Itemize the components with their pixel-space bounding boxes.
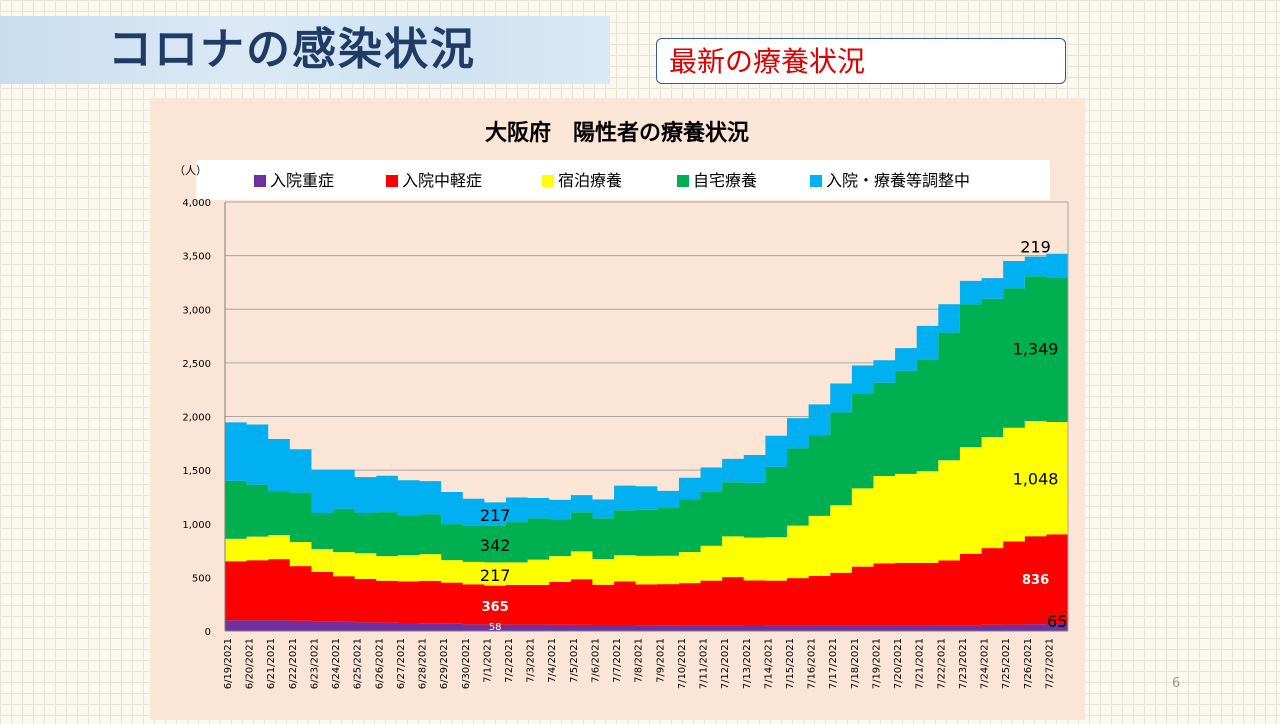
x-tick-label: 6/29/2021 [439,638,450,689]
data-label: 1,349 [1013,340,1059,359]
axes [224,202,1069,632]
x-tick-label: 7/16/2021 [807,638,818,689]
series-area-3 [225,276,1068,563]
chart-panel: 大阪府 陽性者の療養状況 （人） 入院重症 入院中軽症 宿泊療養 自宅療養 入院・療養等… [150,98,1085,720]
data-labels: 58 365 217 342 217 65 836 1,048 1,349 219 [480,238,1067,634]
x-tick-label: 6/19/2021 [223,638,234,689]
y-axis-unit: （人） [174,164,207,177]
x-tick-label: 6/21/2021 [266,638,277,689]
x-tick-label: 7/9/2021 [655,638,666,683]
data-label: 217 [480,566,511,585]
x-tick-label: 7/27/2021 [1044,638,1055,689]
series-area-2 [225,421,1068,586]
x-tick-label: 6/28/2021 [418,638,429,689]
x-tick-label: 7/15/2021 [785,638,796,689]
y-tick-label: 1,000 [182,520,211,531]
legend-label-4: 入院・療養等調整中 [826,171,970,190]
y-tick-labels: 0 500 1,000 1,500 2,000 2,500 3,000 3,500 4,000 [182,198,211,638]
data-label: 342 [480,536,511,555]
series-areas [225,253,1068,631]
data-label: 1,048 [1013,469,1059,488]
legend-label-2: 宿泊療養 [558,171,622,190]
y-tick-label: 3,500 [182,252,211,263]
stacked-area-chart: 大阪府 陽性者の療養状況 （人） 入院重症 入院中軽症 宿泊療養 自宅療養 入院・療養等… [174,120,1069,689]
x-tick-label: 7/22/2021 [936,638,947,689]
legend-label-1: 入院中軽症 [402,171,482,190]
x-tick-label: 6/26/2021 [374,638,385,689]
x-tick-label: 6/25/2021 [353,638,364,689]
x-tick-label: 7/2/2021 [504,638,515,683]
x-tick-label: 7/3/2021 [526,638,537,683]
x-tick-label: 7/26/2021 [1023,638,1034,689]
legend-swatch-1 [386,175,398,187]
data-label: 219 [1020,238,1051,257]
x-tick-label: 7/14/2021 [763,638,774,689]
x-tick-label: 7/20/2021 [893,638,904,689]
x-tick-label: 7/5/2021 [569,638,580,683]
legend-swatch-0 [254,175,266,187]
data-label: 58 [489,622,502,633]
data-label: 217 [480,506,511,525]
x-tick-label: 7/1/2021 [482,638,493,683]
y-tick-label: 500 [192,573,211,584]
x-tick-label: 7/19/2021 [871,638,882,689]
legend: 入院重症 入院中軽症 宿泊療養 自宅療養 入院・療養等調整中 [254,171,970,190]
y-tick-label: 2,000 [182,413,211,424]
x-tick-label: 7/17/2021 [828,638,839,689]
x-tick-label: 7/6/2021 [590,638,601,683]
y-tick-label: 4,000 [182,198,211,209]
x-tick-label: 7/23/2021 [958,638,969,689]
legend-swatch-3 [677,175,689,187]
x-tick-label: 7/4/2021 [547,638,558,683]
slide-title-band: コロナの感染状況 [0,16,610,84]
page-number: 6 [1172,676,1181,691]
legend-swatch-2 [542,175,554,187]
legend-label-0: 入院重症 [270,171,334,190]
legend-swatch-4 [810,175,822,187]
x-tick-labels: 6/19/2021 6/20/2021 6/21/2021 6/22/2021 6/23… [223,638,1055,689]
x-tick-label: 7/18/2021 [850,638,861,689]
x-tick-label: 6/20/2021 [245,638,256,689]
data-label: 836 [1022,573,1049,588]
data-label: 365 [482,600,509,615]
x-tick-label: 6/24/2021 [331,638,342,689]
slide-subtitle: 最新の療養状況 [669,45,866,78]
x-tick-label: 7/11/2021 [699,638,710,689]
series-area-0 [225,620,1068,631]
slide-title: コロナの感染状況 [108,24,476,75]
y-tick-label: 1,500 [182,466,211,477]
x-tick-label: 7/24/2021 [980,638,991,689]
x-tick-label: 6/22/2021 [288,638,299,689]
legend-label-3: 自宅療養 [693,171,757,190]
x-tick-label: 7/12/2021 [720,638,731,689]
x-tick-label: 6/27/2021 [396,638,407,689]
x-tick-label: 7/21/2021 [915,638,926,689]
y-tick-label: 3,000 [182,305,211,316]
chart-title: 大阪府 陽性者の療養状況 [485,120,749,146]
x-tick-label: 6/30/2021 [461,638,472,689]
series-area-1 [225,534,1068,626]
x-tick-label: 7/25/2021 [1001,638,1012,689]
data-label: 65 [1047,612,1067,631]
series-area-4 [225,253,1068,526]
y-tick-label: 0 [205,627,211,638]
x-tick-label: 7/13/2021 [742,638,753,689]
x-tick-label: 7/8/2021 [634,638,645,683]
x-tick-label: 7/7/2021 [612,638,623,683]
legend-background [196,160,1050,200]
subtitle-box: 最新の療養状況 [656,38,1066,84]
y-tick-label: 2,500 [182,359,211,370]
x-tick-label: 6/23/2021 [309,638,320,689]
x-tick-label: 7/10/2021 [677,638,688,689]
